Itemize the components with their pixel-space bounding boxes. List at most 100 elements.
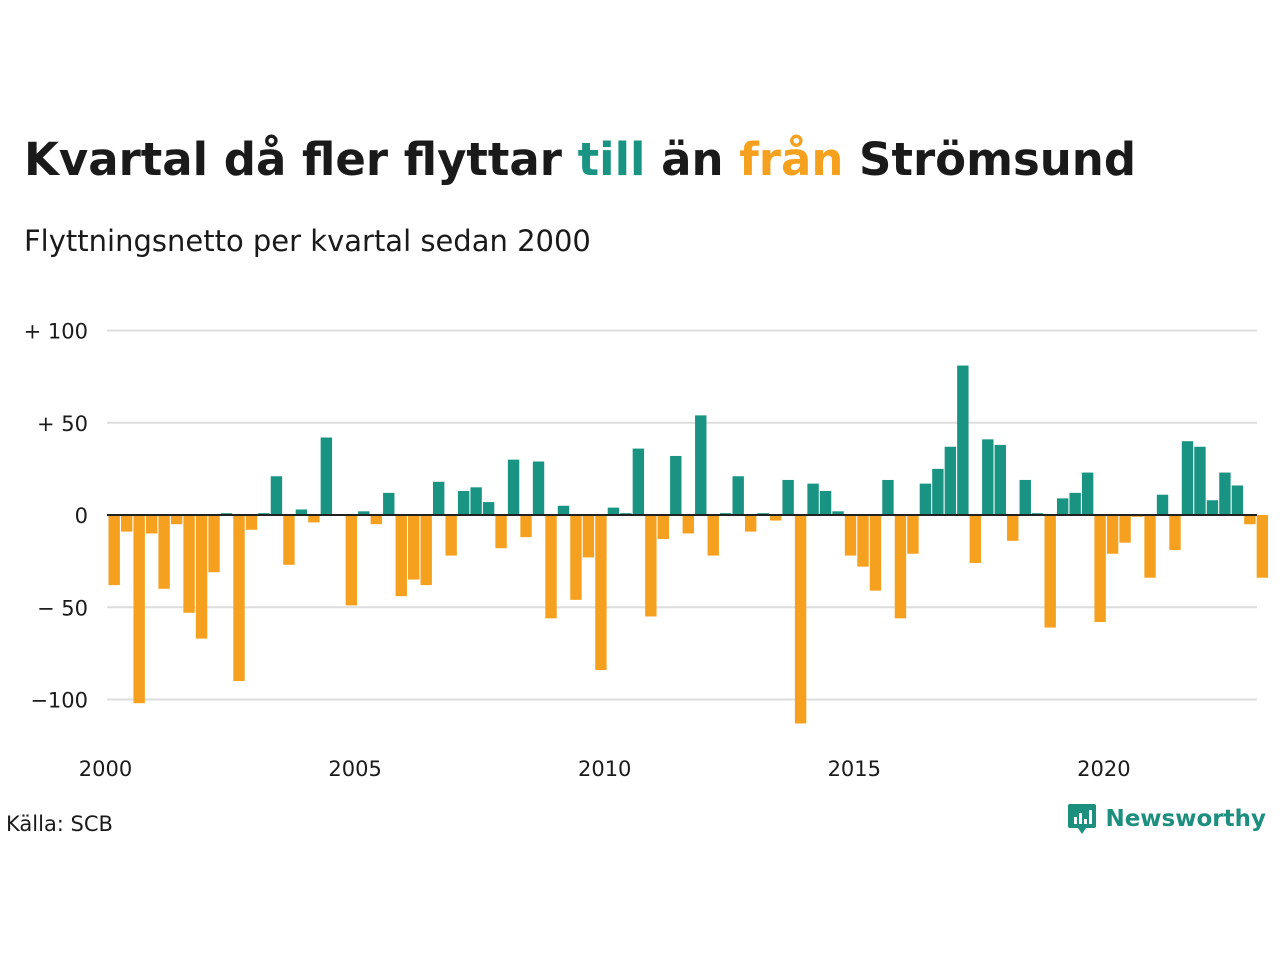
bar	[408, 515, 420, 580]
bar	[869, 515, 882, 591]
bar	[570, 515, 582, 600]
y-tick-label: −100	[30, 689, 88, 713]
bar	[957, 365, 969, 515]
bar	[557, 505, 570, 515]
bar	[1181, 441, 1194, 515]
bar	[145, 515, 158, 534]
bar	[944, 446, 957, 516]
newsworthy-logo-text: Newsworthy	[1105, 806, 1266, 832]
bar	[732, 476, 744, 515]
bar	[133, 515, 145, 704]
bar	[994, 444, 1006, 515]
bar	[645, 515, 657, 617]
bar	[108, 515, 120, 586]
bar	[807, 483, 819, 515]
bar	[857, 515, 869, 567]
bar	[919, 483, 932, 515]
bar	[670, 455, 682, 515]
bar	[358, 511, 370, 515]
y-tick-label: 0	[75, 504, 88, 528]
bar	[769, 515, 782, 521]
bar	[682, 515, 694, 534]
bar	[1081, 472, 1094, 515]
bar	[657, 515, 670, 539]
newsworthy-logo-icon	[1068, 804, 1097, 834]
title-part-3: än	[645, 133, 740, 186]
bar	[969, 515, 982, 563]
x-tick-label: 2005	[328, 757, 381, 781]
source-label: Källa: SCB	[6, 812, 113, 836]
bar	[632, 448, 645, 515]
bar	[907, 515, 919, 554]
bar	[457, 491, 470, 515]
bar	[470, 487, 482, 515]
bar	[233, 515, 245, 682]
bar	[383, 492, 395, 515]
bar	[1219, 472, 1231, 515]
bar	[607, 507, 620, 515]
bar	[1206, 500, 1219, 515]
title-word-fran: från	[739, 133, 844, 186]
bar	[1231, 485, 1244, 515]
x-tick-label: 2000	[79, 757, 132, 781]
bar	[844, 515, 857, 556]
chart-subtitle: Flyttningsnetto per kvartal sedan 2000	[24, 224, 591, 258]
bar	[432, 481, 445, 515]
bar	[744, 515, 757, 532]
bar	[345, 515, 358, 606]
bar	[1069, 492, 1081, 515]
bar	[545, 515, 557, 619]
bar	[482, 502, 495, 515]
bar	[595, 515, 607, 670]
bar	[120, 515, 133, 532]
bar	[1256, 515, 1269, 578]
bar	[707, 515, 719, 556]
bar	[1106, 515, 1119, 554]
bar	[158, 515, 170, 589]
bar	[370, 515, 382, 525]
bar	[695, 415, 707, 515]
bar	[819, 491, 832, 515]
bar	[170, 515, 183, 525]
bar	[782, 479, 794, 515]
bar	[1094, 515, 1106, 623]
bar	[445, 515, 457, 556]
bar	[894, 515, 907, 619]
bar	[532, 461, 545, 516]
bar	[195, 515, 208, 639]
bar	[1244, 515, 1256, 525]
bar	[932, 468, 944, 516]
bar	[832, 511, 844, 515]
bar	[982, 439, 994, 515]
bar	[882, 479, 894, 515]
bar	[245, 515, 258, 530]
x-tick-label: 2020	[1077, 757, 1130, 781]
title-part-5: Strömsund	[843, 133, 1137, 186]
bar	[507, 459, 520, 515]
bar	[495, 515, 507, 549]
bar	[395, 515, 407, 597]
bar	[1019, 479, 1031, 515]
bar	[1156, 494, 1169, 515]
bar	[270, 476, 283, 515]
bar	[1007, 515, 1019, 541]
newsworthy-logo: Newsworthy	[1067, 802, 1266, 836]
y-tick-label: + 100	[24, 320, 88, 344]
y-tick-label: − 50	[37, 596, 88, 620]
bar	[1194, 446, 1206, 516]
bar	[1044, 515, 1056, 628]
title-part-1: Kvartal då fler flyttar	[24, 133, 578, 186]
title-word-till: till	[577, 133, 646, 186]
x-tick-label: 2010	[578, 757, 631, 781]
bar	[520, 515, 532, 538]
bar	[582, 515, 595, 558]
bar	[1169, 515, 1181, 551]
chart-title: Kvartal då fler flyttar till än från Str…	[24, 128, 1136, 192]
bar	[1056, 498, 1069, 515]
bar	[183, 515, 195, 613]
bar	[1119, 515, 1131, 543]
bar	[1144, 515, 1156, 578]
bar	[208, 515, 220, 573]
bar	[794, 515, 807, 724]
y-tick-label: + 50	[37, 412, 88, 436]
